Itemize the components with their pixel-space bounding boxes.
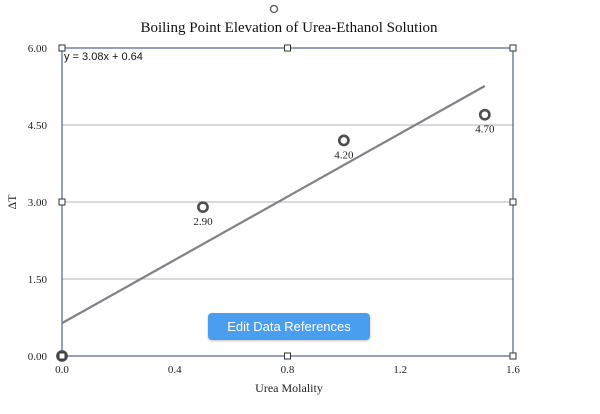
data-label-3: 4.70: [475, 124, 495, 136]
y-axis-ticks: 0.00 1.50 3.00 4.50 6.00: [28, 43, 48, 363]
x-tick-label-4: 1.6: [506, 364, 520, 376]
y-tick-label-4: 6.00: [28, 43, 48, 55]
edit-data-references-label: Edit Data References: [227, 319, 351, 334]
x-tick-label-1: 0.4: [168, 364, 182, 376]
resize-handle-1[interactable]: [284, 44, 291, 52]
resize-handle-6[interactable]: [284, 352, 291, 360]
resize-handle-0[interactable]: [58, 44, 66, 52]
y-tick-label-1: 1.50: [28, 274, 48, 286]
data-point-1: [197, 201, 209, 214]
resize-handle-4[interactable]: [509, 198, 517, 206]
x-tick-label-2: 0.8: [281, 364, 295, 376]
resize-handle-3[interactable]: [58, 198, 66, 206]
data-point-2: [337, 134, 350, 147]
x-axis-ticks: 0.0 0.4 0.8 1.2 1.6: [55, 364, 520, 376]
chart-title: Boiling Point Elevation of Urea-Ethanol …: [140, 20, 438, 36]
edit-data-references-button[interactable]: Edit Data References: [208, 313, 370, 340]
data-label-1: 2.90: [193, 216, 213, 228]
resize-handle-5[interactable]: [58, 352, 66, 360]
data-point-3: [478, 108, 491, 121]
x-tick-label-0: 0.0: [55, 364, 69, 376]
x-tick-label-3: 1.2: [393, 364, 407, 376]
selection-handles: [58, 44, 517, 360]
trendline: [61, 85, 486, 325]
data-label-2: 4.20: [334, 149, 354, 161]
x-axis-label: Urea Molality: [255, 381, 323, 395]
y-tick-label-3: 4.50: [28, 120, 48, 132]
trendline-equation: y = 3.08x + 0.64: [64, 51, 143, 63]
rotate-handle[interactable]: [269, 4, 279, 14]
resize-handle-7[interactable]: [509, 352, 517, 360]
y-tick-label-0: 0.00: [28, 351, 48, 363]
gridlines: [62, 124, 513, 280]
resize-handle-2[interactable]: [509, 44, 517, 52]
y-axis-label: ΔT: [5, 194, 19, 210]
y-tick-label-2: 3.00: [28, 197, 48, 209]
